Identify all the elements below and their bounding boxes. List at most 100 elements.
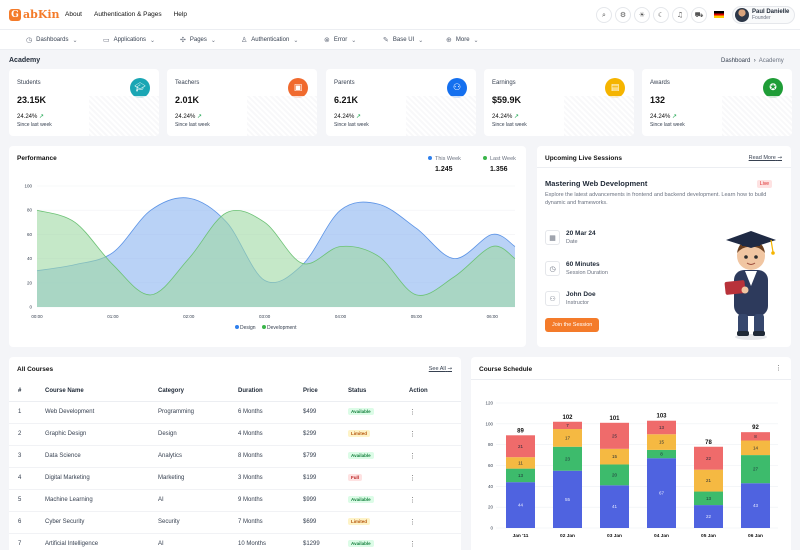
course-price: $499: [303, 401, 348, 424]
kebab-menu-icon[interactable]: ⋮: [409, 474, 416, 482]
row-index: 6: [9, 511, 45, 534]
session-date-label: Date: [566, 239, 578, 245]
kebab-menu-icon[interactable]: ⋮: [409, 430, 416, 438]
menu-error[interactable]: ⊗ Error ⌄: [324, 36, 356, 44]
series-legend-label: Development: [267, 325, 297, 331]
nav-about[interactable]: About: [65, 11, 82, 18]
nav-authentication-pages[interactable]: Authentication & Pages: [94, 11, 162, 18]
bar-total-label: 78: [705, 440, 712, 446]
sun-icon[interactable]: ☀: [634, 7, 650, 23]
col-price: Price: [303, 381, 348, 402]
stat-value: 2.01K: [175, 95, 200, 105]
graduate-illustration: [724, 231, 776, 340]
course-duration: 4 Months: [238, 423, 303, 446]
settings-icon[interactable]: ⚙: [615, 7, 631, 23]
col-category: Category: [158, 381, 238, 402]
page-title: Academy: [9, 57, 41, 64]
course-price: $299: [303, 423, 348, 446]
see-all-link[interactable]: See All →: [429, 366, 452, 372]
stat-value: 132: [650, 95, 666, 105]
x-tick-label: 04 Jan: [654, 533, 669, 539]
moon-icon[interactable]: ☾: [653, 7, 669, 23]
course-price: $1299: [303, 533, 348, 550]
bar-segment: [694, 469, 723, 492]
stat-value: 6.21K: [334, 95, 359, 105]
course-action: ⋮: [409, 467, 461, 490]
bar-segment-label: 13: [706, 496, 712, 501]
stat-card-teachers: Teachers 2.01K 24.24% ↗ Since last week …: [167, 69, 317, 136]
bar-segment: [506, 482, 535, 528]
stat-change: 24.24% ↗: [17, 113, 44, 120]
bar-total-label: 101: [609, 416, 620, 422]
live-sessions-header: Upcoming Live Sessions Read More →: [537, 146, 791, 168]
kebab-menu-icon[interactable]: ⋮: [409, 496, 416, 504]
menu-applications[interactable]: ▭ Applications ⌄: [103, 36, 155, 44]
nav-help[interactable]: Help: [173, 11, 187, 18]
award-icon: ✪: [763, 78, 783, 98]
user-menu[interactable]: Paul Danielle Founder: [732, 6, 796, 24]
performance-card: Performance This Week 1.245 Last Week 1.35…: [9, 146, 526, 347]
legend-label: This Week: [435, 156, 461, 162]
row-index: 4: [9, 467, 45, 490]
course-action: ⋮: [409, 445, 461, 468]
more-icon: ⊕: [446, 36, 452, 44]
menu-more[interactable]: ⊕ More ⌄: [446, 36, 479, 44]
kebab-menu-icon[interactable]: ⋮: [409, 518, 416, 526]
menu-authentication[interactable]: ♙ Authentication ⌄: [241, 36, 298, 44]
table-row: 6 Cyber Security Security 7 Months $699 Limit…: [9, 511, 461, 534]
legend-value: 1.245: [435, 166, 453, 173]
bar-segment: [506, 435, 535, 458]
read-more-label: Read More: [748, 155, 776, 161]
more-options-icon[interactable]: ⋮: [775, 364, 782, 372]
read-more-link[interactable]: Read More →: [749, 155, 782, 161]
brand-logo[interactable]: G abKin: [9, 8, 60, 21]
bar-total-label: 92: [752, 425, 759, 431]
stat-card-parents: Parents 6.21K 24.24% ↗ Since last week ⚇: [326, 69, 476, 136]
y-tick-label: 100: [485, 421, 493, 426]
clock-icon: ◷: [545, 261, 560, 276]
course-status: Limited: [348, 423, 409, 446]
kebab-menu-icon[interactable]: ⋮: [409, 540, 416, 548]
bar-segment: [506, 457, 535, 469]
menu-base-ui[interactable]: ✎ Base UI ⌄: [383, 36, 423, 44]
arrow-right-icon: →: [777, 155, 782, 161]
germany-flag-icon[interactable]: [714, 11, 724, 18]
legend-this-week: This Week 1.245: [428, 156, 461, 173]
cart-icon[interactable]: ⛟: [691, 7, 707, 23]
line-series-development: [36, 209, 516, 296]
error-icon: ⊗: [324, 36, 330, 44]
col-duration: Duration: [238, 381, 303, 402]
kebab-menu-icon[interactable]: ⋮: [409, 452, 416, 460]
bar-segment: [600, 485, 629, 528]
grid-icon: ▭: [103, 36, 110, 44]
col-action: Action: [409, 381, 461, 402]
bar-segment: [647, 458, 676, 528]
join-session-button[interactable]: Join the Session: [545, 318, 600, 332]
chevron-down-icon: ⌄: [473, 37, 479, 44]
courses-table: # Course Name Category Duration Price St…: [9, 381, 461, 550]
legend-last-week: Last Week 1.356: [483, 156, 516, 173]
chevron-down-icon: ⌄: [293, 37, 299, 44]
stat-card-awards: Awards 132 24.24% ↗ Since last week ✪: [642, 69, 792, 136]
menu-label: More: [455, 37, 470, 43]
y-tick-label: 0: [490, 526, 493, 531]
course-category: AI: [158, 489, 238, 512]
search-icon[interactable]: ⌕: [596, 7, 612, 23]
menu-pages[interactable]: ✣ Pages ⌄: [180, 36, 216, 44]
bar-segment: [741, 483, 770, 528]
course-status: Available: [348, 445, 409, 468]
graduation-cap-icon: 🎓︎: [130, 78, 150, 98]
y-tick-label: 60: [488, 463, 494, 468]
breadcrumb-dashboard[interactable]: Dashboard: [721, 58, 751, 64]
stat-label: Parents: [334, 80, 355, 86]
all-courses-title: All Courses: [17, 366, 54, 373]
kebab-menu-icon[interactable]: ⋮: [409, 408, 416, 416]
bar-total-label: 89: [517, 428, 524, 434]
trend-up-icon: ↗: [356, 113, 362, 120]
stat-sub: Since last week: [334, 122, 369, 128]
bell-icon[interactable]: ♫: [672, 7, 688, 23]
course-schedule-card: Course Schedule ⋮ 0 20 40 60 80 100 120 44 13 11 2…: [471, 357, 791, 550]
menu-dashboards[interactable]: ◷ Dashboards ⌄: [26, 36, 78, 44]
row-index: 1: [9, 401, 45, 424]
row-index: 2: [9, 423, 45, 446]
